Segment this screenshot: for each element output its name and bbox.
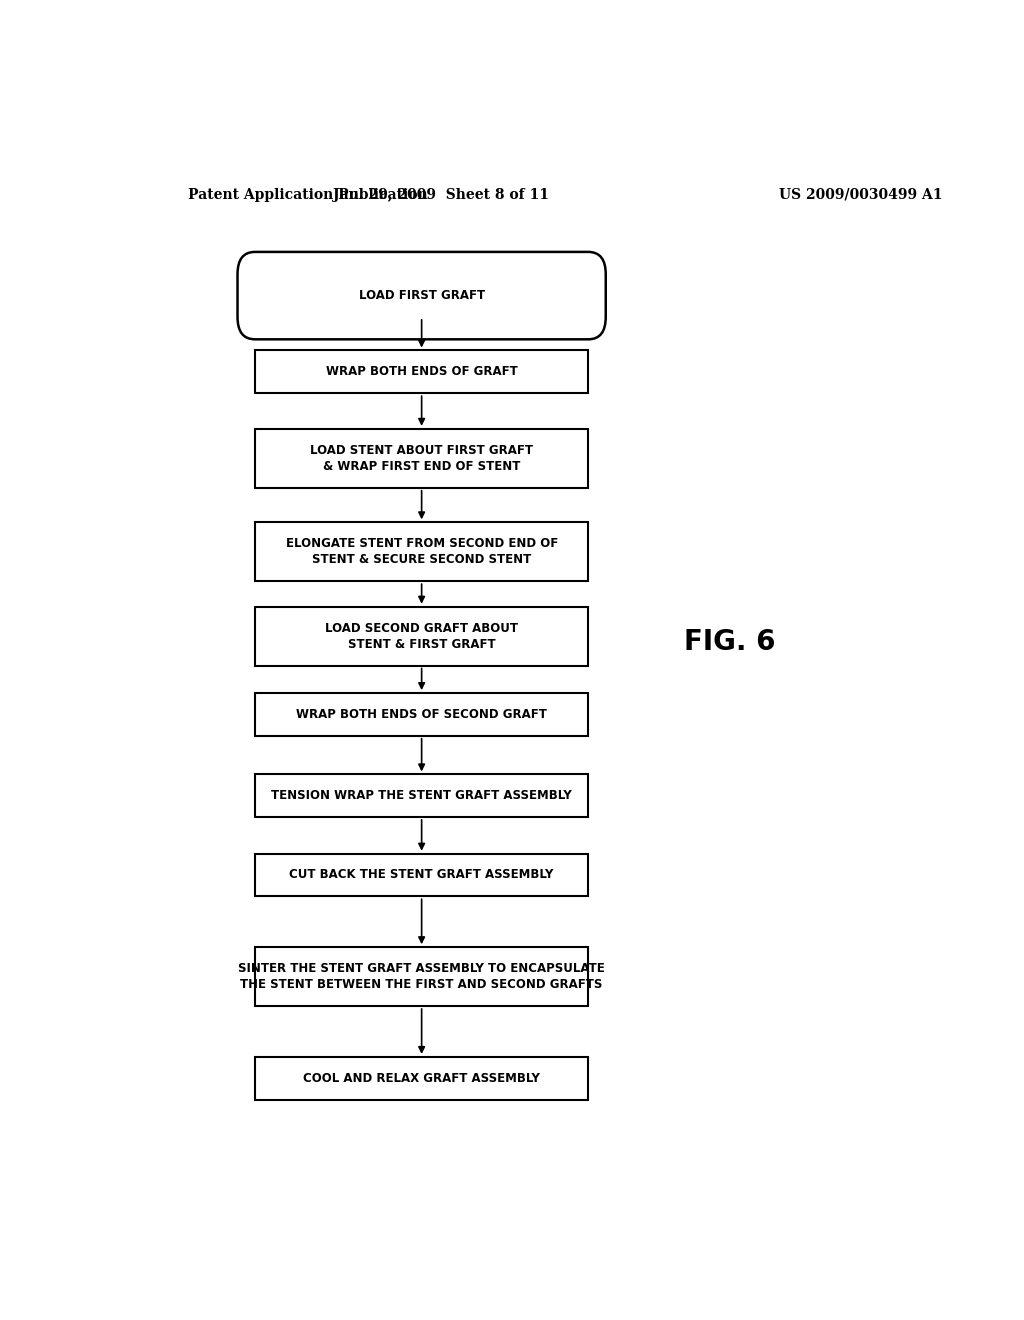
Bar: [255, 948, 588, 1006]
Text: WRAP BOTH ENDS OF SECOND GRAFT: WRAP BOTH ENDS OF SECOND GRAFT: [296, 708, 547, 721]
Bar: [255, 854, 588, 896]
Bar: [255, 693, 588, 735]
Text: LOAD FIRST GRAFT: LOAD FIRST GRAFT: [358, 289, 484, 302]
Bar: [255, 1057, 588, 1100]
Text: Patent Application Publication: Patent Application Publication: [187, 187, 427, 202]
Bar: [255, 523, 588, 581]
Text: WRAP BOTH ENDS OF GRAFT: WRAP BOTH ENDS OF GRAFT: [326, 366, 517, 379]
Text: FIG. 6: FIG. 6: [684, 628, 775, 656]
Text: US 2009/0030499 A1: US 2009/0030499 A1: [778, 187, 942, 202]
Text: SINTER THE STENT GRAFT ASSEMBLY TO ENCAPSULATE
THE STENT BETWEEN THE FIRST AND S: SINTER THE STENT GRAFT ASSEMBLY TO ENCAP…: [239, 962, 605, 991]
Bar: [255, 607, 588, 665]
Bar: [255, 775, 588, 817]
Bar: [255, 429, 588, 487]
Text: Jan. 29, 2009  Sheet 8 of 11: Jan. 29, 2009 Sheet 8 of 11: [334, 187, 550, 202]
Text: CUT BACK THE STENT GRAFT ASSEMBLY: CUT BACK THE STENT GRAFT ASSEMBLY: [290, 869, 554, 882]
FancyBboxPatch shape: [238, 252, 606, 339]
Text: LOAD STENT ABOUT FIRST GRAFT
& WRAP FIRST END OF STENT: LOAD STENT ABOUT FIRST GRAFT & WRAP FIRS…: [310, 444, 534, 473]
Bar: [255, 351, 588, 393]
Text: TENSION WRAP THE STENT GRAFT ASSEMBLY: TENSION WRAP THE STENT GRAFT ASSEMBLY: [271, 789, 572, 803]
Text: LOAD SECOND GRAFT ABOUT
STENT & FIRST GRAFT: LOAD SECOND GRAFT ABOUT STENT & FIRST GR…: [326, 622, 518, 651]
Text: COOL AND RELAX GRAFT ASSEMBLY: COOL AND RELAX GRAFT ASSEMBLY: [303, 1072, 540, 1085]
Text: ELONGATE STENT FROM SECOND END OF
STENT & SECURE SECOND STENT: ELONGATE STENT FROM SECOND END OF STENT …: [286, 537, 558, 566]
